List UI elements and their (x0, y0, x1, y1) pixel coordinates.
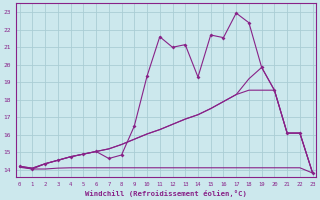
X-axis label: Windchill (Refroidissement éolien,°C): Windchill (Refroidissement éolien,°C) (85, 190, 247, 197)
